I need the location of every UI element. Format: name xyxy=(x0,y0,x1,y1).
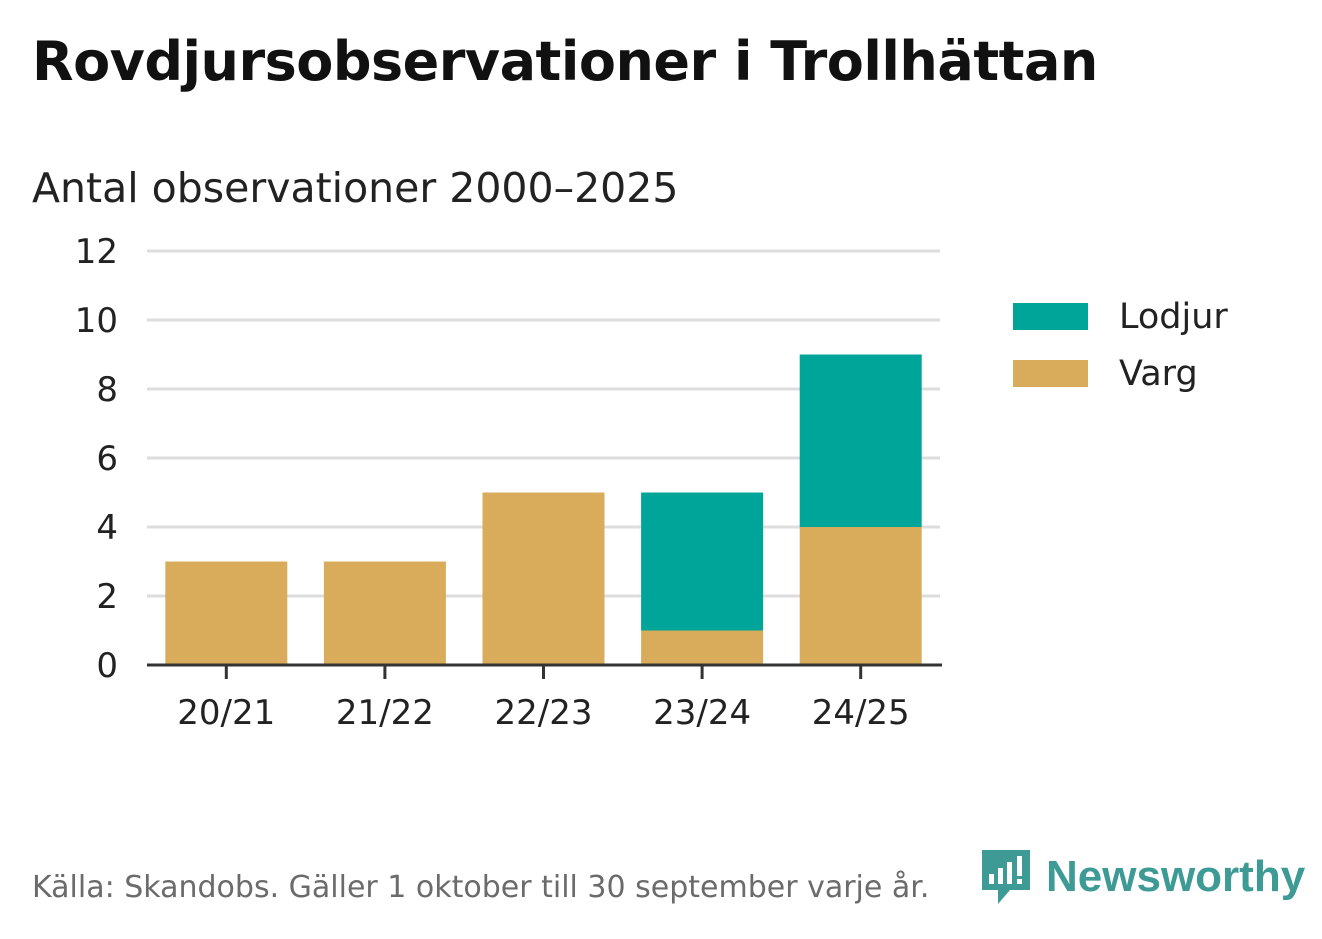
x-tick-label: 22/23 xyxy=(495,693,593,733)
chart-subtitle: Antal observationer 2000–2025 xyxy=(32,164,679,212)
legend-swatch-varg xyxy=(1013,360,1088,387)
y-tick-label: 6 xyxy=(96,439,118,479)
x-tick-label: 23/24 xyxy=(653,693,751,733)
legend-item-varg: Varg xyxy=(1013,345,1228,402)
y-tick-label: 10 xyxy=(75,301,118,341)
brand-name: Newsworthy xyxy=(1046,852,1306,901)
bars xyxy=(165,354,922,665)
bar-varg-20-21 xyxy=(165,561,288,665)
bar-lodjur-24-25 xyxy=(799,354,922,527)
x-axis: 20/21 21/22 22/23 23/24 24/25 xyxy=(147,663,942,733)
y-axis-ticks: 0 2 4 6 8 10 12 xyxy=(75,232,118,686)
legend-label-varg: Varg xyxy=(1119,353,1198,394)
bar-varg-23-24 xyxy=(641,630,764,665)
y-tick-label: 2 xyxy=(96,577,118,617)
legend-item-lodjur: Lodjur xyxy=(1013,288,1228,345)
y-tick-label: 0 xyxy=(96,646,118,686)
bar-varg-21-22 xyxy=(323,561,446,665)
bar-varg-22-23 xyxy=(482,492,605,665)
legend-label-lodjur: Lodjur xyxy=(1119,296,1228,337)
legend: Lodjur Varg xyxy=(1013,288,1228,402)
bar-varg-24-25 xyxy=(799,527,922,665)
newsworthy-logo-icon xyxy=(982,850,1030,904)
x-tick-label: 24/25 xyxy=(812,693,910,733)
legend-swatch-lodjur xyxy=(1013,303,1088,330)
y-tick-label: 8 xyxy=(96,370,118,410)
brand: Newsworthy xyxy=(980,846,1305,908)
x-tick-label: 21/22 xyxy=(336,693,434,733)
y-tick-label: 12 xyxy=(75,232,118,272)
y-tick-label: 4 xyxy=(96,508,118,548)
source-note: Källa: Skandobs. Gäller 1 oktober till 3… xyxy=(32,870,930,905)
bar-lodjur-23-24 xyxy=(641,492,764,631)
chart-title: Rovdjursobservationer i Trollhättan xyxy=(32,30,1098,93)
x-tick-label: 20/21 xyxy=(177,693,275,733)
